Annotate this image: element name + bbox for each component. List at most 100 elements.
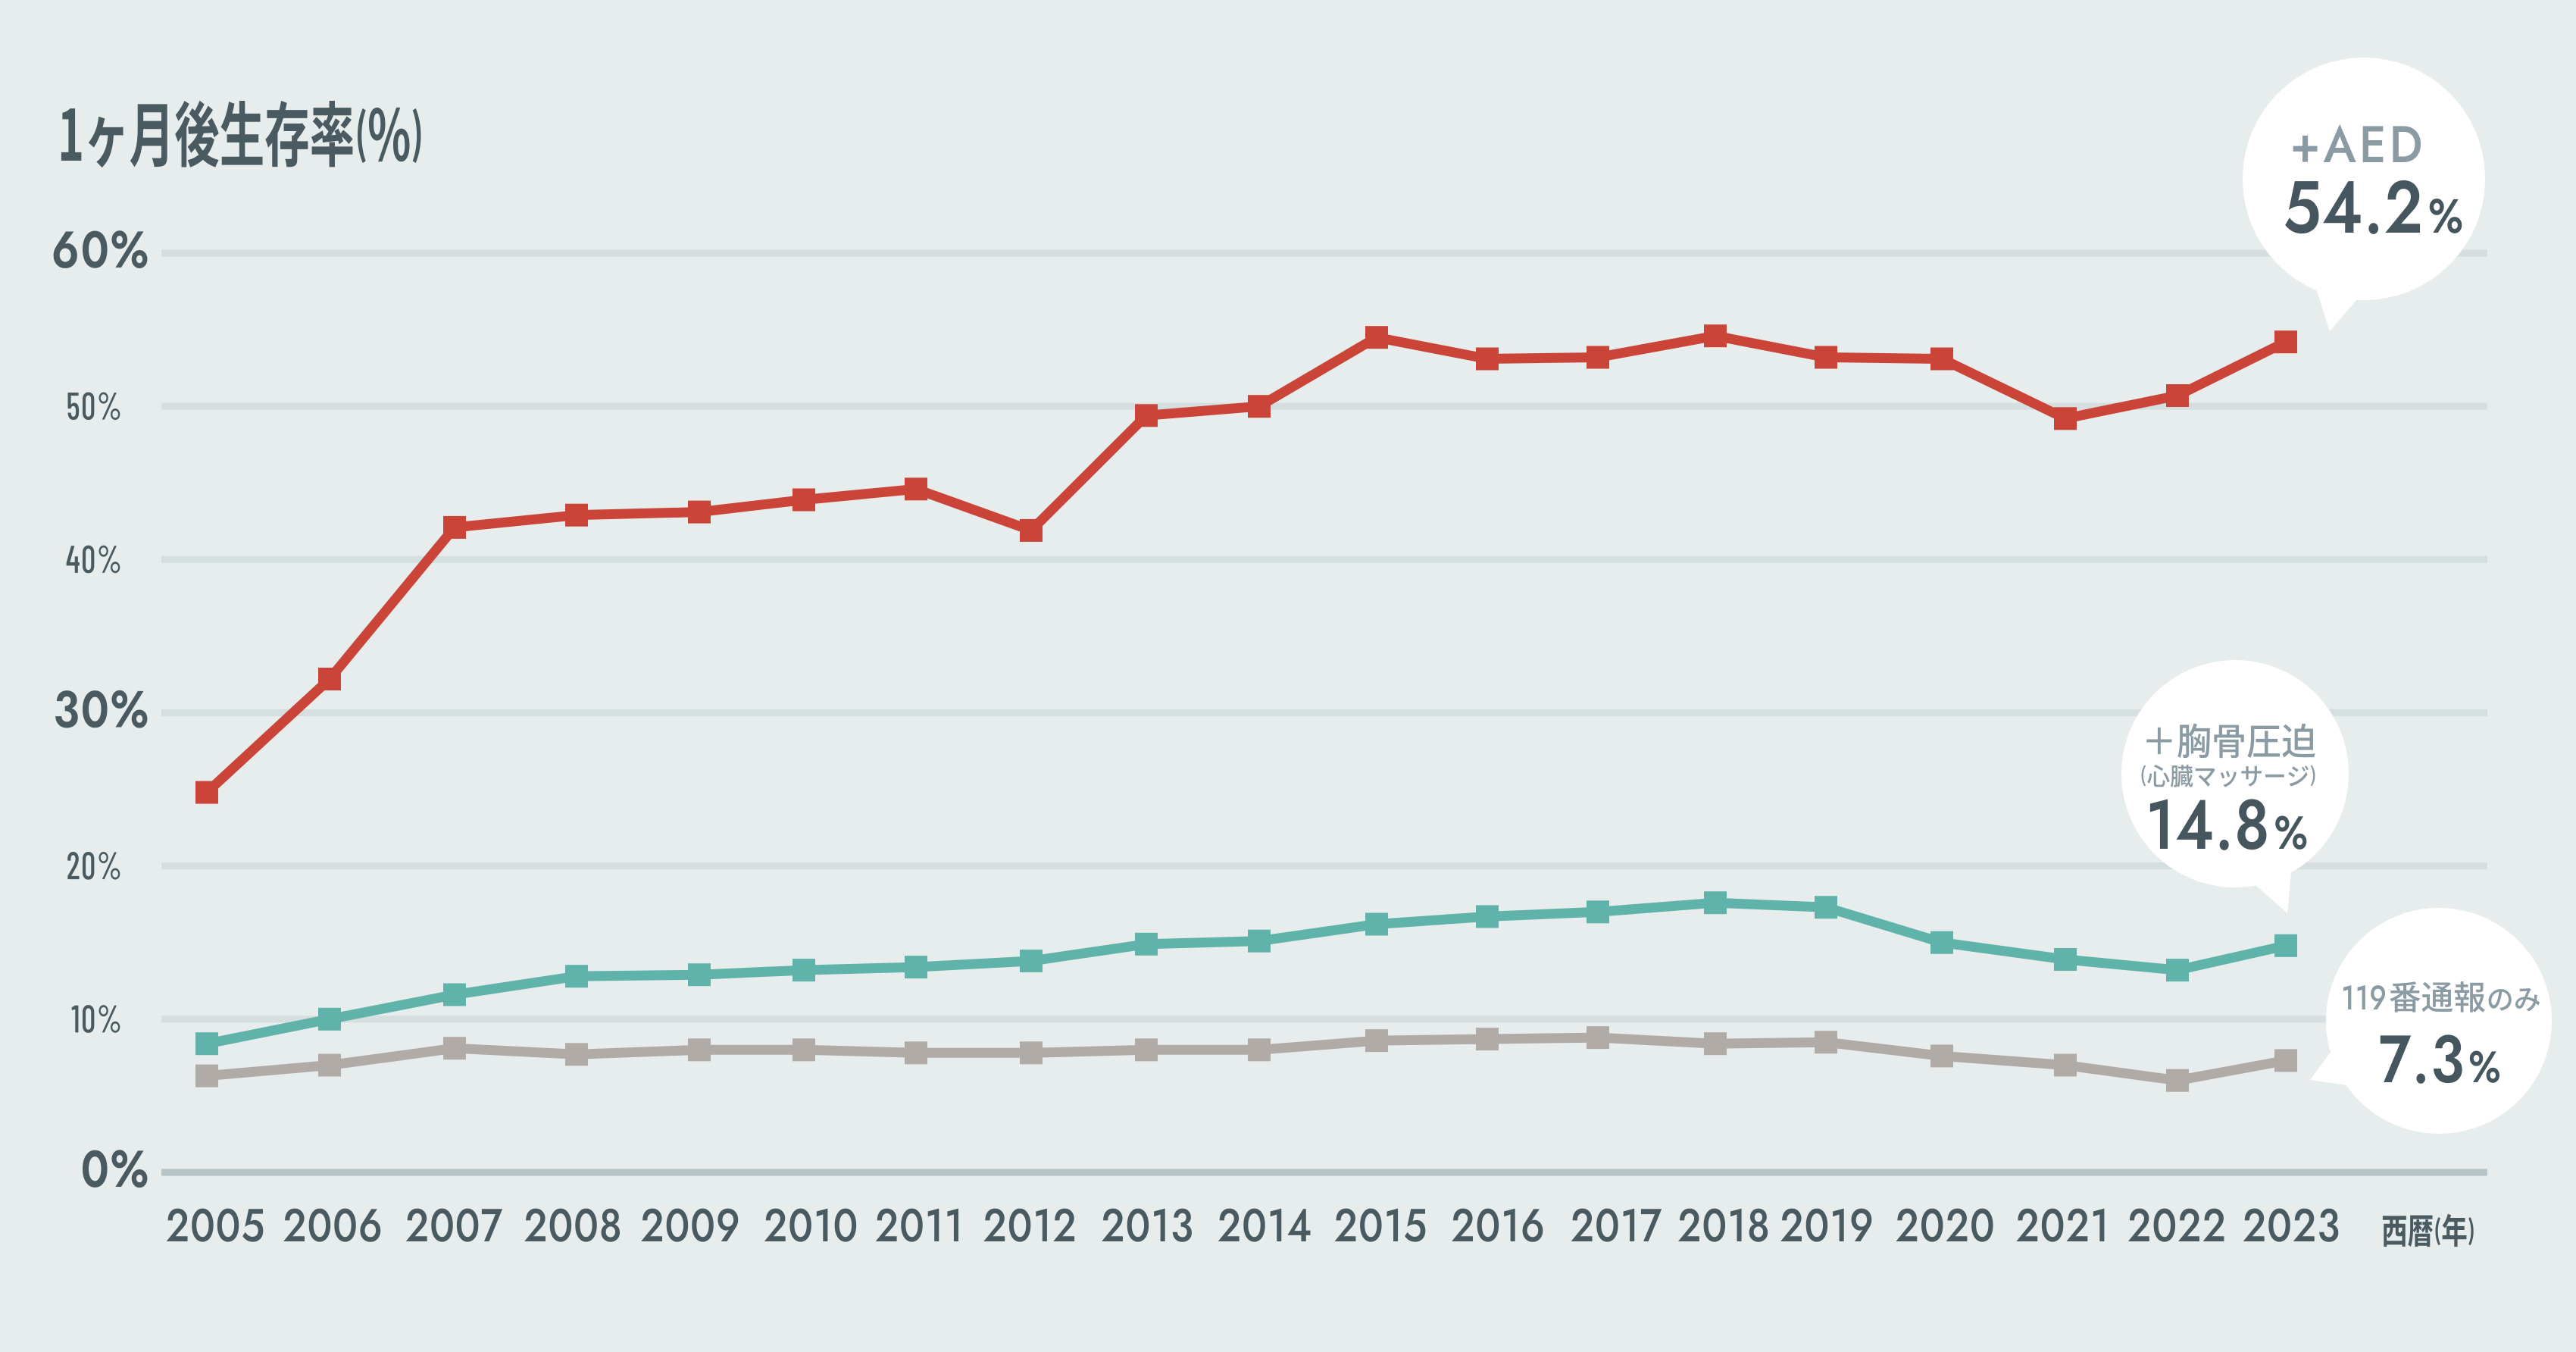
x-tick-label-2016 [1452,1208,1543,1242]
y-tick-label-30 [55,690,148,728]
marker-cpr-2016 [1476,905,1499,928]
marker-cpr-2019 [1815,896,1837,919]
marker-cpr-2013 [1135,932,1158,956]
bubble-aed-label [2293,124,2421,162]
x-tick-label-2005 [166,1208,264,1242]
marker-call-2005 [195,1064,218,1088]
marker-call-2017 [1587,1026,1609,1050]
marker-aed-2016 [1476,347,1499,371]
marker-call-2013 [1135,1038,1158,1062]
y-tick-label-50 [67,392,120,421]
marker-cpr-2008 [565,965,588,988]
marker-call-2008 [565,1043,588,1066]
x-tick-label-2020 [1896,1208,1993,1242]
marker-cpr-2020 [1930,931,1953,954]
x-tick-label-2011 [875,1208,958,1242]
series-aed [195,324,2297,804]
series-call [195,1026,2297,1092]
y-tick-label-20 [67,851,120,880]
marker-cpr-2015 [1365,912,1388,936]
x-tick-label-2022 [2127,1208,2224,1242]
marker-cpr-2011 [905,956,927,979]
bubble-call-tail [2310,1051,2347,1085]
marker-cpr-2007 [443,983,466,1006]
marker-cpr-2021 [2054,948,2077,971]
bubble-aed [2243,58,2485,331]
bubble-cpr-label [2146,723,2315,759]
chart-title [61,100,421,168]
marker-aed-2014 [1248,395,1271,418]
gridlines-layer [161,249,2487,1176]
marker-aed-2011 [905,477,927,501]
marker-cpr-2022 [2166,959,2189,982]
marker-aed-2017 [1587,346,1609,369]
marker-aed-2008 [565,503,588,527]
x-tick-label-2017 [1571,1208,1662,1242]
x-axis-unit-label [2382,1213,2474,1247]
series-cpr [195,891,2297,1056]
marker-cpr-2005 [195,1032,218,1056]
x-tick-label-2018 [1678,1208,1768,1242]
marker-aed-2022 [2166,384,2189,407]
series-line-call [206,1032,2287,1086]
bubble-aed-value [2285,180,2462,234]
x-axis-labels-layer [166,1208,2474,1247]
marker-aed-2009 [688,500,711,524]
y-tick-label-40 [66,545,120,574]
marker-call-2016 [1476,1028,1499,1051]
marker-call-2015 [1365,1029,1388,1053]
marker-call-2023 [2274,1049,2297,1072]
marker-cpr-2012 [1020,950,1043,972]
series-layer [195,324,2297,1092]
bubble-call [2310,908,2552,1134]
x-tick-label-2021 [2016,1208,2105,1242]
bubble-aed-circle [2243,58,2485,300]
marker-call-2020 [1930,1044,1953,1068]
y-axis-labels-layer [53,230,148,1188]
marker-cpr-2010 [792,959,815,982]
marker-aed-2021 [2054,407,2077,430]
bubble-call-label [2343,981,2540,1012]
marker-aed-2007 [443,515,466,539]
marker-aed-2018 [1704,324,1727,348]
y-tick-label-60 [53,230,148,269]
marker-aed-2019 [1815,346,1837,369]
marker-aed-2010 [792,488,815,512]
marker-call-2009 [688,1038,711,1062]
marker-aed-2015 [1365,326,1388,349]
marker-call-2010 [792,1038,815,1062]
marker-call-2018 [1704,1032,1727,1056]
x-tick-label-2010 [764,1208,857,1242]
marker-cpr-2017 [1587,900,1609,924]
bubble-call-circle [2326,908,2552,1134]
x-tick-label-2023 [2243,1208,2339,1242]
marker-aed-2013 [1135,404,1158,427]
x-tick-label-2012 [983,1208,1075,1242]
bubble-cpr-sublabel [2141,765,2315,787]
x-tick-label-2006 [283,1208,381,1242]
marker-call-2019 [1815,1031,1837,1054]
marker-aed-2023 [2274,330,2297,354]
bubble-call-value [2380,1034,2500,1084]
x-tick-label-2019 [1780,1208,1872,1242]
x-tick-label-2007 [405,1208,503,1242]
marker-aed-2005 [195,781,218,804]
annotation-bubbles-layer [2121,58,2552,1134]
x-tick-label-2009 [641,1208,739,1242]
marker-aed-2020 [1930,347,1953,371]
x-tick-label-2008 [524,1208,621,1242]
marker-cpr-2009 [688,963,711,987]
marker-call-2021 [2054,1053,2077,1077]
marker-call-2011 [905,1041,927,1065]
marker-cpr-2014 [1248,929,1271,953]
marker-cpr-2018 [1704,891,1727,915]
y-tick-label-0 [83,1150,148,1188]
chart-title-text [61,100,421,168]
marker-aed-2012 [1020,518,1043,542]
marker-call-2006 [318,1053,341,1077]
bubble-cpr-value [2149,799,2307,850]
marker-call-2022 [2166,1069,2189,1092]
y-tick-label-10 [71,1005,120,1033]
